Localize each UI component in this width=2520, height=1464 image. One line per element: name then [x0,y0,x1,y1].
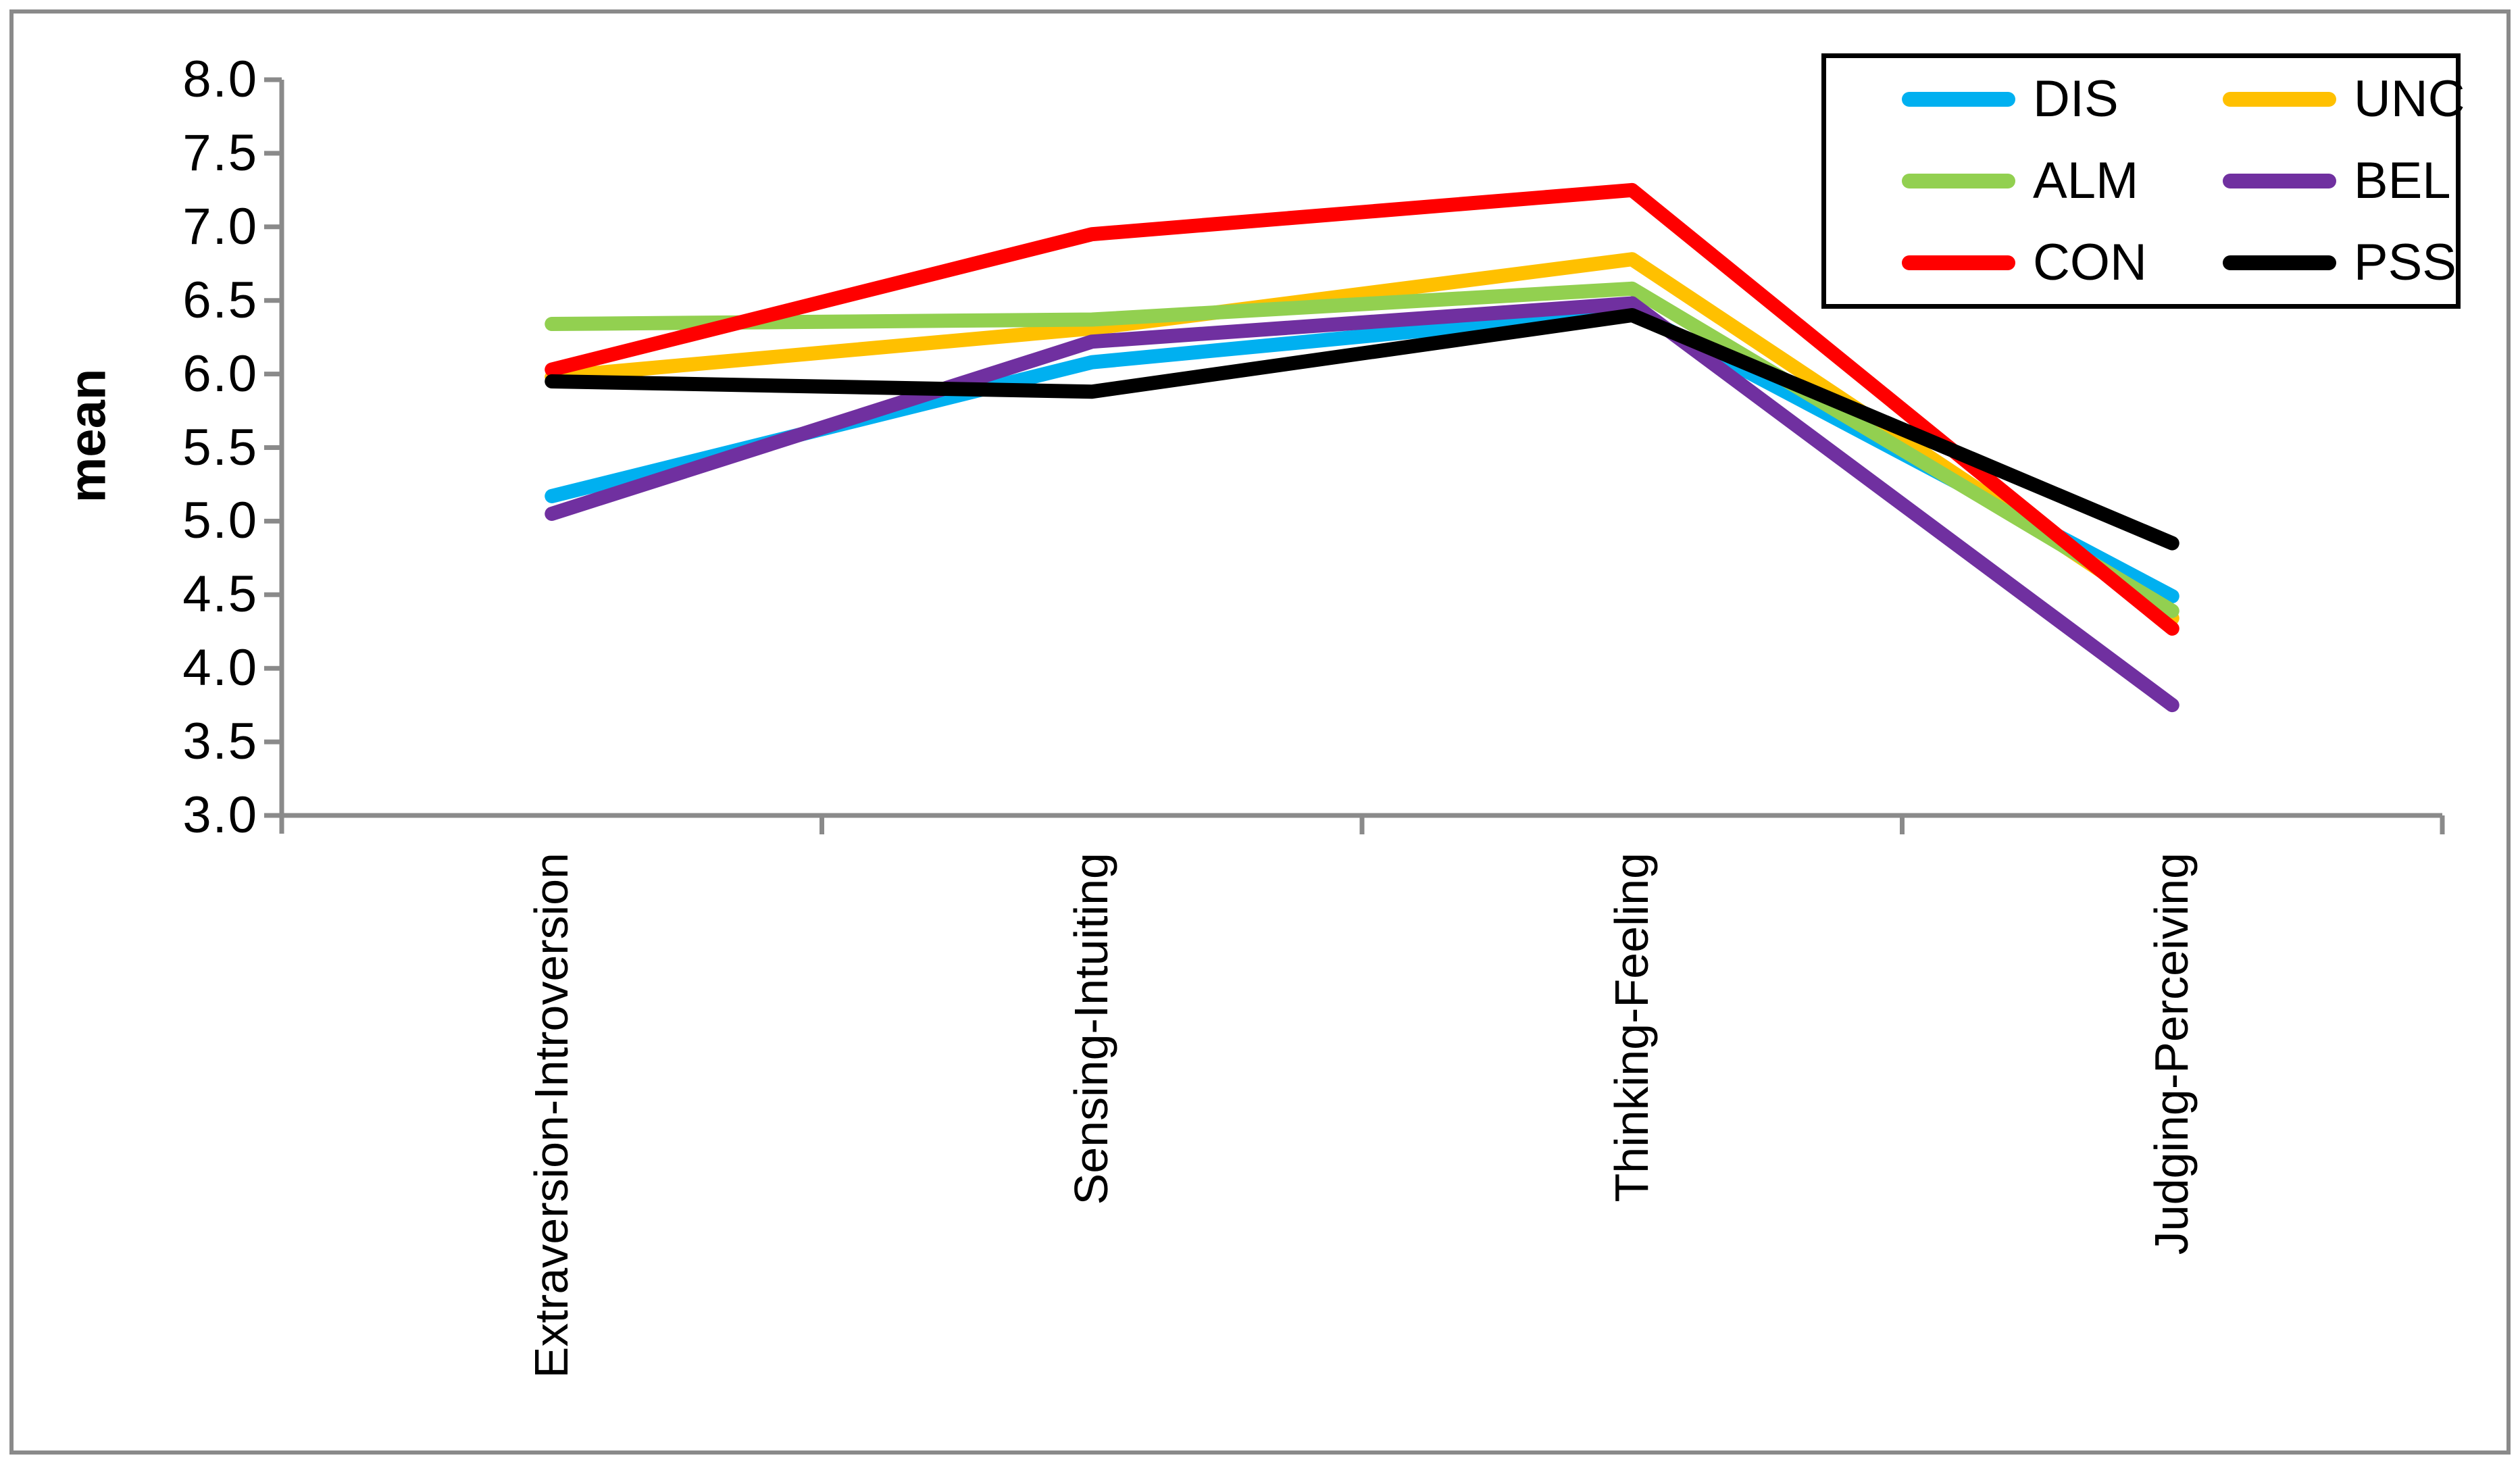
x-category-label: Judging-Perceiving [2145,853,2198,1255]
legend-item-BEL: BEL [2147,155,2465,207]
legend-label-ALM: ALM [2033,151,2139,209]
series-line-CON [545,182,2179,636]
y-tick-label: 5.5 [182,418,258,476]
legend-swatch-DIS [1902,91,2015,107]
legend-swatch-ALM [1902,173,2015,188]
legend-item-ALM: ALM [1826,155,2147,207]
y-tick-label: 3.5 [182,713,258,771]
legend: DIS UNC ALM BEL CON PSS [1821,53,2465,309]
legend-swatch-UNC [2222,91,2336,107]
legend-item-CON: CON [1826,237,2147,288]
x-category-label: Thinking-Feeling [1605,853,1658,1203]
y-tick-label: 6.0 [182,345,258,403]
series-line-ALM [545,281,2179,618]
series-line-BEL [545,296,2179,713]
legend-label-PSS: PSS [2353,234,2456,292]
y-tick-label: 6.5 [182,271,258,329]
legend-label-CON: CON [2033,234,2147,292]
series-line-UNC [545,252,2179,626]
y-tick-label: 4.5 [182,565,258,624]
y-axis-title: mean [59,368,117,503]
x-category-label: Extraversion-Introversion [524,853,578,1379]
x-category-label: Sensing-Intuiting [1065,853,1118,1205]
y-tick-label: 4.0 [182,639,258,697]
y-tick-label: 8.0 [182,51,258,108]
legend-label-UNC: UNC [2353,70,2465,128]
legend-swatch-BEL [2222,173,2336,188]
series-line-PSS [545,307,2179,551]
y-tick-label: 3.0 [182,786,258,844]
legend-swatch-CON [1902,255,2015,271]
y-tick-label: 5.0 [182,492,258,550]
legend-item-UNC: UNC [2147,70,2465,128]
legend-item-DIS: DIS [1826,70,2147,128]
legend-item-PSS: PSS [2147,237,2465,288]
y-tick-label: 7.0 [182,197,258,255]
legend-swatch-PSS [2222,255,2336,271]
legend-label-DIS: DIS [2033,70,2119,128]
y-tick-label: 7.5 [182,124,258,182]
legend-label-BEL: BEL [2353,151,2451,209]
